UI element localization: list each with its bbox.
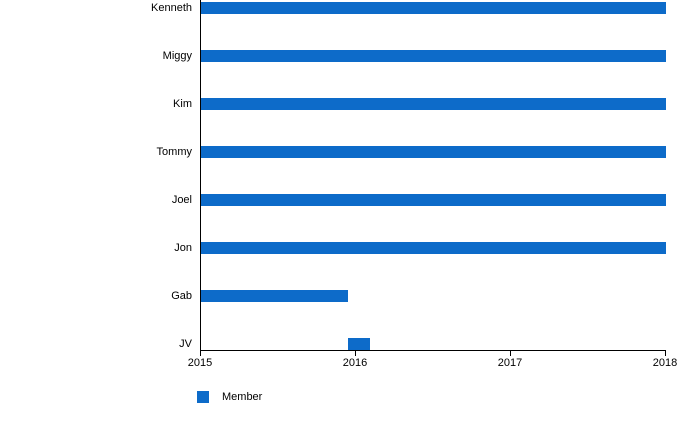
x-axis-tick-label: 2015 <box>187 357 213 369</box>
plot-area <box>200 0 666 351</box>
y-axis-label: Kim <box>173 97 192 110</box>
y-axis-label: Miggy <box>162 49 192 62</box>
x-axis-tick-mark <box>355 351 356 356</box>
legend: Member <box>197 391 262 403</box>
y-axis-label: Jon <box>174 241 192 254</box>
y-axis-label: Kenneth <box>151 1 192 14</box>
y-axis-label: JV <box>179 337 192 350</box>
x-axis-tick-label: 2017 <box>497 357 523 369</box>
bar-tommy[interactable] <box>201 145 666 158</box>
legend-swatch-icon <box>197 391 209 403</box>
y-axis-label: Tommy <box>156 145 192 158</box>
bar-joel[interactable] <box>201 193 666 206</box>
legend-label: Member <box>222 391 263 403</box>
bar-jon[interactable] <box>201 241 666 254</box>
bar-kim[interactable] <box>201 97 666 110</box>
x-axis-tick-mark <box>510 351 511 356</box>
bar-jv[interactable] <box>348 337 370 350</box>
y-axis-label: Gab <box>171 289 192 302</box>
x-axis-tick-mark <box>200 351 201 356</box>
bar-miggy[interactable] <box>201 49 666 62</box>
x-axis-tick-label: 2018 <box>652 357 678 369</box>
x-axis-tick-label: 2016 <box>342 357 368 369</box>
bar-kenneth[interactable] <box>201 1 666 14</box>
y-axis-label: Joel <box>171 193 192 206</box>
x-axis-tick-mark <box>665 351 666 356</box>
bar-gab[interactable] <box>201 289 349 302</box>
